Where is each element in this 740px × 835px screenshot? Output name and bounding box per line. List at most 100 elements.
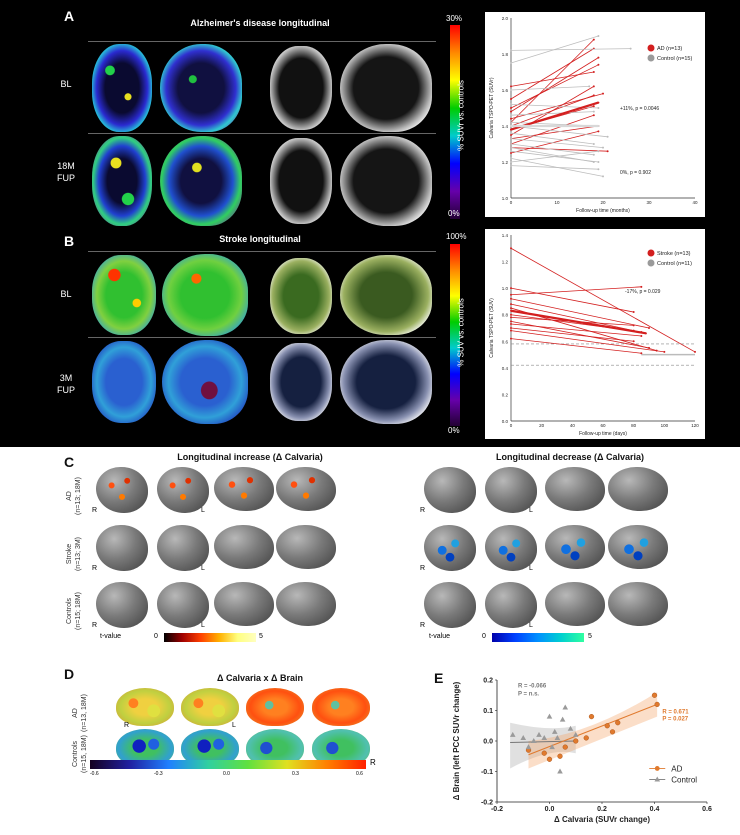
- brain-surface-c: [485, 467, 537, 513]
- chart-e-point-ad: [651, 692, 658, 698]
- brain-surface-c: [276, 582, 336, 626]
- chart-a-point: [510, 49, 512, 52]
- row-label-a-fup: 18M FUP: [57, 161, 75, 183]
- ct-image-b-bl-axial: [270, 258, 332, 334]
- chart-b-point: [510, 247, 512, 250]
- chart-a-line: [510, 165, 599, 170]
- chart-a-legend-marker: [647, 44, 655, 52]
- chart-a-line: [510, 131, 599, 154]
- chart-a-line: [510, 35, 599, 64]
- chart-a-line: [510, 114, 594, 145]
- chart-b-annotation: -17%, p = 0.029: [625, 289, 661, 295]
- colorbar-c-left-tlabel: t-value: [100, 633, 122, 640]
- colorbar-d-tick: 0.6: [356, 771, 363, 777]
- chart-b-line: [510, 286, 642, 296]
- chart-e-point-control: [562, 704, 569, 710]
- chart-b-xtick: 80: [631, 423, 637, 428]
- panel-c-right-title: Longitudinal decrease (Δ Calvaria): [495, 452, 644, 462]
- chart-a-legend-label: Control (n=15): [657, 56, 692, 62]
- chart-e-ytick: 0.2: [483, 678, 493, 685]
- brain-surface-c: [157, 582, 209, 628]
- chart-e-point-control: [559, 716, 566, 722]
- chart-a-point: [510, 107, 512, 109]
- chart-b-line: [510, 338, 642, 354]
- chart-e-point-control: [549, 744, 555, 750]
- chart-a-point: [510, 85, 512, 88]
- chart-a-ytick: 1.4: [502, 124, 509, 129]
- brain-surface-c: [485, 525, 537, 571]
- brain-surface-d: [246, 688, 304, 726]
- chart-e-legend-marker-ad: [654, 766, 660, 771]
- chart-a-line: [510, 48, 631, 51]
- ct-image-b-fup-axial: [270, 343, 332, 421]
- chart-e-point-ad: [541, 750, 547, 756]
- chart-b-point: [510, 303, 512, 306]
- chart-b-point: [648, 327, 650, 329]
- chart-e-ad-fit: [528, 703, 658, 756]
- chart-b-xtick: 40: [570, 423, 576, 428]
- chart-b-ytick: 1.0: [502, 286, 509, 291]
- chart-b-point: [663, 350, 666, 353]
- chart-b-point: [510, 293, 512, 296]
- chart-b-ytick: 1.2: [502, 260, 509, 265]
- panel-letter-b: B: [64, 233, 75, 249]
- chart-b-legend-marker: [647, 249, 655, 257]
- chart-e-point-control: [557, 768, 563, 774]
- hemisphere-label-l: L: [201, 507, 205, 514]
- chart-e-point-control: [509, 731, 516, 737]
- chart-a-point: [606, 150, 609, 153]
- chart-b-xtick: 100: [661, 423, 669, 428]
- colorbar-a: [450, 25, 460, 219]
- chart-a-annotation: +11%, p = 0.0046: [620, 106, 659, 112]
- brain-surface-c: [424, 582, 476, 628]
- chart-e-ytick: -0.2: [481, 800, 493, 807]
- colorbar-b-min: 0%: [448, 426, 460, 435]
- chart-b-legend-label: Stroke (n=13): [657, 251, 691, 257]
- brain-surface-c: [214, 525, 274, 569]
- chart-b-point: [510, 337, 512, 340]
- chart-e-point-ad: [562, 744, 568, 750]
- chart-a-point: [510, 146, 512, 149]
- chart-a-point: [510, 125, 512, 127]
- brain-surface-c: [424, 467, 476, 513]
- chart-a-line: [510, 86, 590, 91]
- colorbar-c-decrease: [492, 633, 584, 642]
- pet-image-b-fup-sagittal: [162, 340, 248, 424]
- chart-e-point-ad: [546, 756, 553, 762]
- colorbar-d-tick: -0.3: [154, 771, 163, 777]
- chart-a-ytick: 1.8: [502, 52, 509, 57]
- chart-a-xtick: 40: [692, 200, 698, 205]
- brain-surface-c: [276, 467, 336, 511]
- chart-e-point-ad: [615, 720, 621, 726]
- row-label-b-bl: BL: [60, 289, 72, 299]
- chart-e-xtick: 0.0: [545, 806, 555, 813]
- chart-a-point: [592, 85, 595, 88]
- colorbar-a-label: % SUVr vs. controls: [456, 80, 466, 151]
- chart-a-point: [592, 114, 595, 117]
- chart-b-ytick: 0.6: [502, 339, 509, 344]
- hemisphere-label-r: R: [92, 622, 98, 629]
- panel-letter-c: C: [64, 454, 75, 470]
- chart-a-point: [602, 146, 604, 149]
- chart-a-point: [510, 134, 512, 136]
- chart-a-point: [597, 35, 600, 37]
- chart-e-point-control: [530, 738, 537, 743]
- chart-e-point-control: [554, 734, 561, 740]
- chart-b-point: [694, 350, 696, 353]
- chart-a-xtick: 20: [600, 200, 606, 205]
- brain-surface-c: [214, 582, 274, 626]
- chart-a-point: [629, 47, 632, 50]
- colorbar-b-label: % SUV vs. controls: [456, 298, 466, 367]
- chart-a-point: [597, 56, 600, 59]
- chart-a-point: [510, 110, 512, 113]
- colorbar-d-tick: -0.6: [90, 771, 99, 777]
- chart-a-point: [592, 110, 595, 113]
- chart-a-point: [602, 92, 604, 95]
- chart-b-line: [510, 323, 642, 337]
- chart-e-point-control: [546, 713, 553, 719]
- brain-surface-c: [157, 525, 209, 571]
- row-label-b-fup: 3M FUP: [57, 373, 75, 395]
- chart-b-line: [510, 287, 634, 313]
- divider-b-mid: [88, 337, 436, 338]
- row-label-d: Controls (n=15, 18M): [72, 735, 88, 773]
